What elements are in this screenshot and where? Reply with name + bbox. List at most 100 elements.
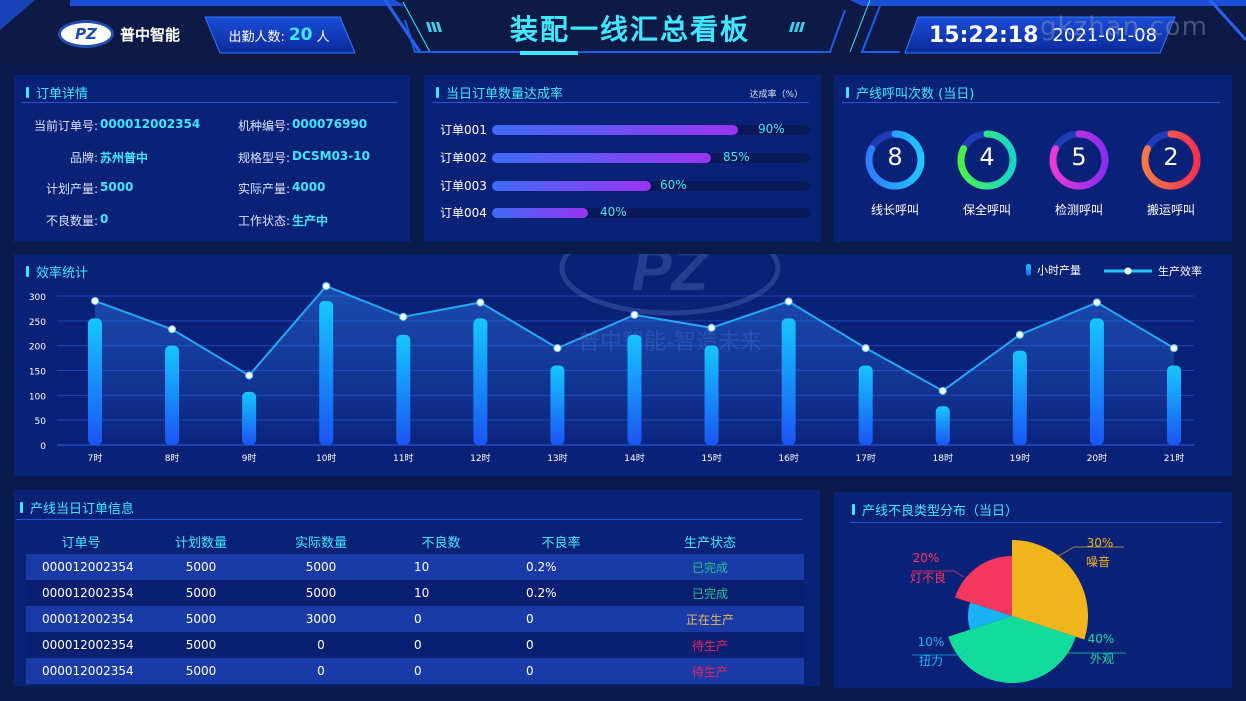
ring-gauge: [957, 130, 1017, 190]
line-point: [784, 297, 793, 306]
cell-order-no: 000012002354: [26, 658, 136, 684]
orders-table: 订单号 计划数量 实际数量 不良数 不良率 生产状态 000012002354 5…: [26, 528, 804, 684]
cell-actual: 5000: [266, 554, 376, 580]
column-header: 不良数: [421, 535, 461, 551]
bar: [858, 365, 873, 445]
x-tick-label: 20时: [1087, 452, 1107, 464]
cell-planned: 5000: [136, 658, 266, 684]
field-value: DCSM03-10: [292, 149, 370, 163]
progress-track: 90%: [492, 121, 810, 136]
cell-planned: 5000: [136, 580, 266, 606]
efficiency-line: [91, 282, 1178, 395]
brand-name: 普中智能: [120, 25, 181, 44]
panel-title-text: 效率统计: [36, 266, 89, 281]
title-accent-bar: [20, 502, 23, 513]
table-header-row: 订单号 计划数量 实际数量 不良数 不良率 生产状态: [26, 528, 804, 554]
field-label: 计划产量:: [45, 182, 98, 196]
cell-defects: 0: [376, 606, 506, 632]
panel-title: 产线当日订单信息: [20, 498, 134, 517]
orders-table-panel: 产线当日订单信息 订单号 计划数量 实际数量 不良数 不良率 生产状态 0000…: [14, 490, 820, 686]
line-point: [91, 296, 99, 305]
cell-defects: 10: [376, 554, 506, 580]
progress-track: 60%: [492, 177, 810, 192]
line-point: [476, 298, 485, 307]
bar: [165, 345, 180, 445]
y-tick-label: 150: [29, 368, 46, 378]
pie-slice: [948, 616, 1076, 683]
bar: [242, 391, 257, 445]
cell-order-no: 000012002354: [26, 580, 136, 606]
bar: [1089, 318, 1104, 445]
progress-label: 订单001: [440, 123, 487, 137]
field-label: 品牌:: [69, 151, 98, 165]
panel-title-text: 订单详情: [36, 87, 89, 102]
cell-status: 已完成: [616, 554, 804, 580]
cell-planned: 5000: [136, 554, 266, 580]
x-tick-label: 9时: [242, 452, 257, 464]
slice-label: 外观: [1090, 652, 1114, 666]
unit-label: 达成率（%）: [749, 90, 803, 100]
progress-track: 85%: [492, 149, 810, 164]
progress-row: 订单002 85%: [440, 149, 820, 166]
field-label: 规格型号:: [237, 151, 290, 165]
title-accent-bar: [26, 87, 29, 98]
defect-types-panel: 产线不良类型分布（当日） 30% 噪音 40% 外观 10% 扭力 20% 灯不良: [834, 492, 1232, 688]
cell-defect-rate: 0.2%: [506, 580, 616, 606]
panel-title-text: 当日订单数量达成率: [446, 87, 564, 102]
cell-defect-rate: 0: [506, 658, 616, 684]
progress-row: 订单004 40%: [440, 204, 820, 221]
y-tick-label: 200: [29, 343, 46, 353]
x-tick-label: 15时: [701, 452, 721, 464]
slice-percent: 30%: [1087, 536, 1114, 550]
bar: [550, 365, 565, 445]
panel-title: 订单详情: [26, 83, 88, 102]
progress-percent: 85%: [723, 149, 750, 164]
panel-title: 当日订单数量达成率: [436, 83, 563, 102]
panel-divider: [22, 102, 398, 103]
header-frame-decoration: [0, 0, 1246, 55]
panel-title-text: 产线当日订单信息: [30, 502, 135, 517]
cell-actual: 5000: [266, 580, 376, 606]
field-label: 不良数量:: [45, 214, 98, 228]
column-header: 订单号: [61, 535, 101, 551]
cell-order-no: 000012002354: [26, 554, 136, 580]
cell-defects: 0: [376, 658, 506, 684]
progress-percent: 90%: [758, 121, 785, 136]
bar: [319, 300, 334, 445]
field-spec: 规格型号: DCSM03-10: [224, 149, 370, 166]
table-row: 000012002354 5000 3000 0 0 正在生产: [26, 606, 804, 632]
attendance-label: 出勤人数:: [228, 29, 285, 45]
order-detail-panel: 订单详情 当前订单号: 000012002354 机种编号: 000076990 品…: [14, 75, 410, 242]
progress-percent: 60%: [660, 177, 687, 192]
line-point: [1170, 344, 1178, 353]
x-tick-label: 8时: [165, 452, 180, 464]
cell-status: 正在生产: [616, 606, 804, 632]
call-label: 检测呼叫: [1054, 203, 1103, 217]
slice-percent: 10%: [918, 635, 945, 649]
panel-divider: [432, 102, 809, 103]
title-accent-bar: [846, 87, 849, 98]
cell-defect-rate: 0: [506, 632, 616, 658]
bar: [396, 334, 411, 445]
field-value: 4000: [292, 180, 326, 194]
field-value: 000076990: [292, 117, 368, 131]
column-header: 实际数量: [294, 535, 347, 551]
hourly-output-bars: [88, 300, 1181, 445]
cell-defect-rate: 0.2%: [506, 554, 616, 580]
progress-label: 订单002: [440, 151, 487, 165]
progress-fill: [492, 124, 738, 135]
completion-rate-panel: 当日订单数量达成率 达成率（%） 订单001 90% 订单002 85% 订单0…: [424, 75, 821, 242]
chart-axes: 0 50 100 150 200 250 300 7时 8时 9时 10时 11时 12时 13时 14时 1…: [29, 293, 1184, 464]
panel-title-text: 产线不良类型分布（当日）: [862, 504, 1019, 519]
x-tick-label: 13时: [547, 452, 567, 464]
call-count: 8: [887, 143, 903, 171]
attendance-unit: 人: [316, 29, 330, 45]
clock: 15:22:18 2021-01-08: [918, 17, 1168, 53]
slice-percent: 20%: [913, 551, 940, 565]
panel-title: 效率统计: [26, 262, 88, 281]
field-actual-output: 实际产量: 4000: [224, 180, 325, 197]
x-tick-label: 12时: [470, 452, 490, 464]
bar-legend-icon: [1026, 264, 1031, 276]
progress-percent: 40%: [600, 204, 627, 219]
slice-percent: 40%: [1088, 632, 1115, 646]
